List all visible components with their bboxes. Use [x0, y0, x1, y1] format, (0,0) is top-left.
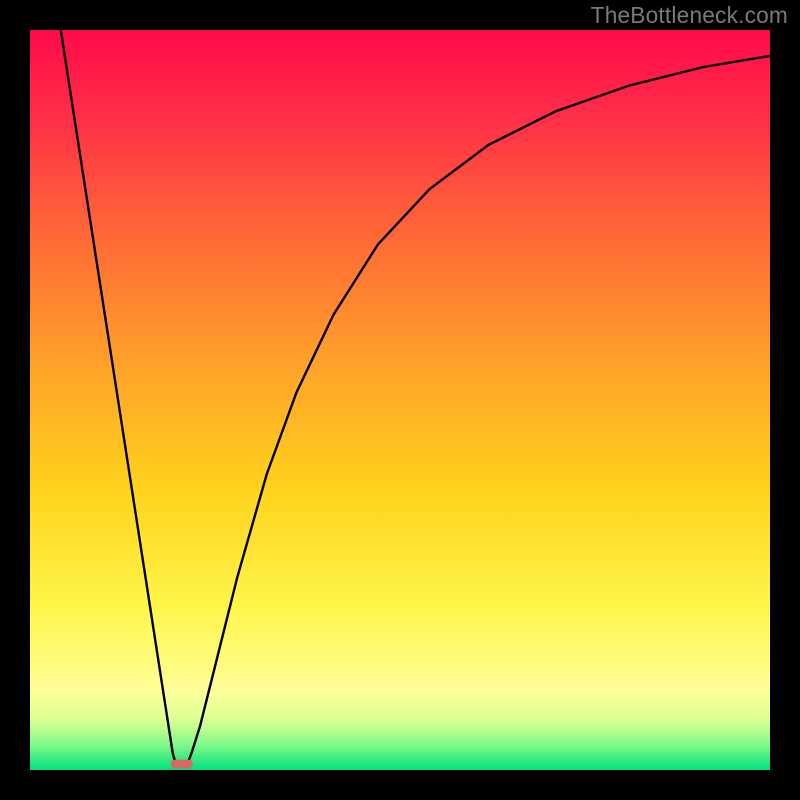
- optimal-marker: [171, 760, 193, 769]
- plot-background-gradient: [30, 30, 770, 770]
- watermark-text: TheBottleneck.com: [591, 2, 788, 29]
- chart-stage: TheBottleneck.com: [0, 0, 800, 800]
- gradient-v-curve-chart: [0, 0, 800, 800]
